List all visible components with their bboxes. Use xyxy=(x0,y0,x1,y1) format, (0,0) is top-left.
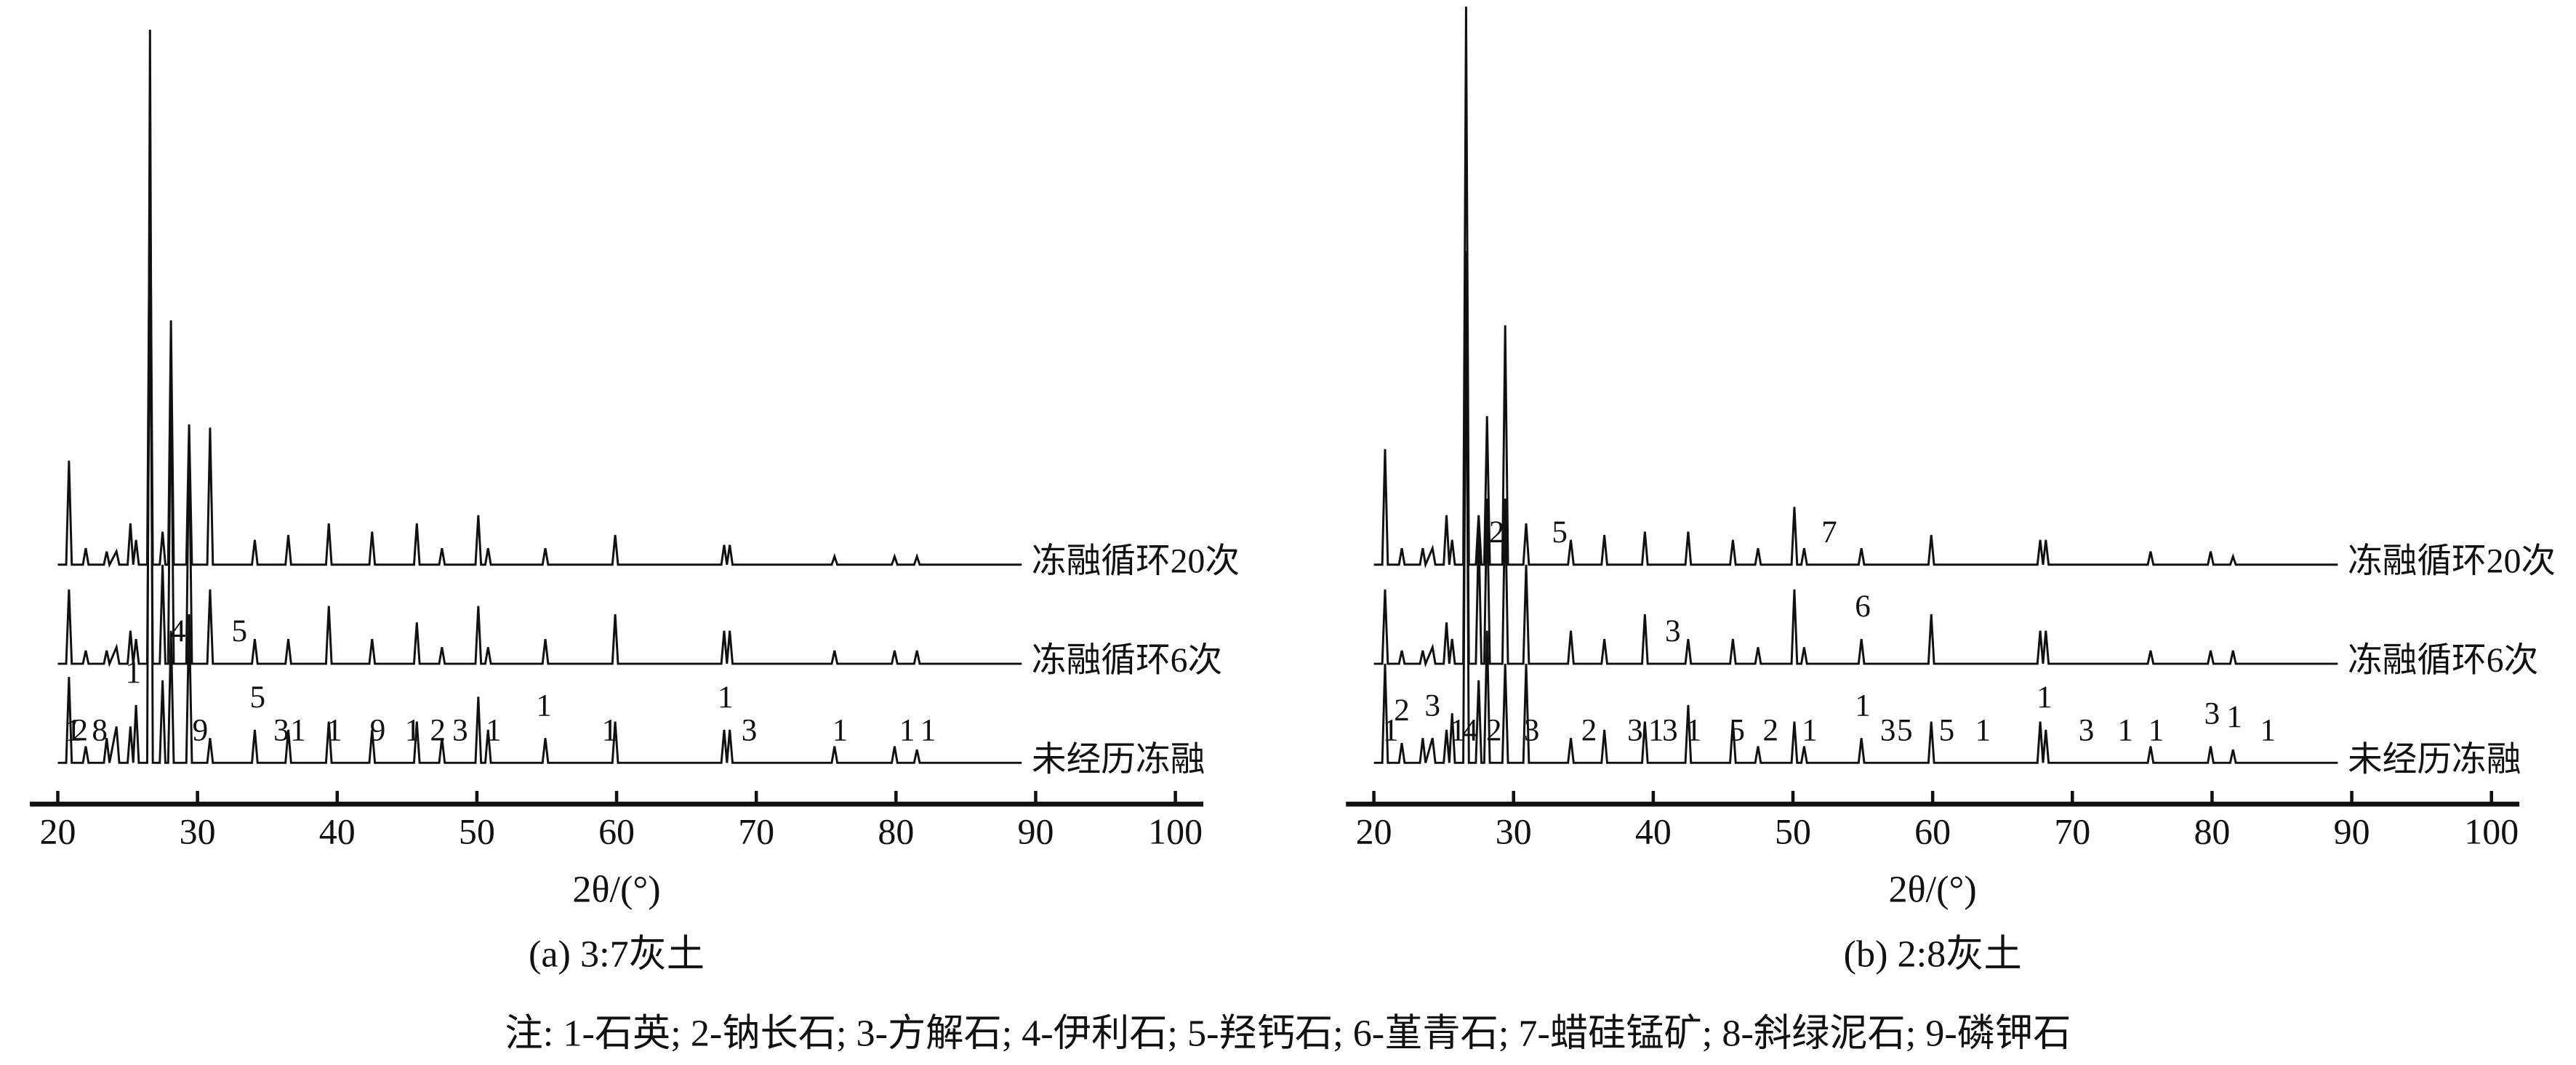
peak-label: 1 xyxy=(1855,688,1871,723)
peak-label: 9 xyxy=(370,713,386,747)
x-tick-label: 40 xyxy=(1635,811,1672,852)
x-tick-label: 60 xyxy=(1914,811,1951,852)
x-tick-label: 20 xyxy=(1356,811,1392,852)
peak-label: 1 xyxy=(1450,713,1466,747)
series-label: 冻融循环20次 xyxy=(1032,543,1240,581)
peak-label: 1 xyxy=(405,713,421,747)
xrd-trace xyxy=(1373,7,2338,569)
x-tick-label: 70 xyxy=(738,811,774,852)
peak-label: 2 xyxy=(1486,713,1502,747)
peak-label: 2 xyxy=(1489,515,1505,550)
peak-label: 2 xyxy=(72,713,88,747)
peak-label: 5 xyxy=(1939,713,1955,747)
caption: (b) 2:8灰土 xyxy=(1844,933,2022,975)
x-tick-label: 100 xyxy=(2464,811,2519,852)
x-tick-label: 60 xyxy=(598,811,635,852)
peak-label: 1 xyxy=(2118,713,2134,747)
x-tick-label: 50 xyxy=(459,811,495,852)
xrd-trace xyxy=(1373,251,2338,667)
peak-label: 1 xyxy=(486,713,502,747)
x-tick-label: 50 xyxy=(1775,811,1811,852)
peak-label: 1 xyxy=(1975,713,1991,747)
peak-label: 3 xyxy=(1880,713,1896,747)
x-tick-label: 90 xyxy=(2334,811,2370,852)
peak-label: 1 xyxy=(65,713,81,747)
peak-label: 3 xyxy=(452,713,468,747)
peak-label: 4 xyxy=(1462,713,1478,747)
xrd-trace xyxy=(57,29,1022,764)
peak-label: 3 xyxy=(742,713,758,747)
peak-label: 1 xyxy=(602,713,618,747)
x-axis-label: 2θ/(°) xyxy=(572,869,660,911)
peak-label: 5 xyxy=(249,680,265,715)
peak-label: 1 xyxy=(718,680,734,715)
xrd-trace xyxy=(57,251,1022,667)
peak-label: 2 xyxy=(1762,713,1778,747)
peak-label: 1 xyxy=(1802,713,1818,747)
series-label: 冻融循环6次 xyxy=(2348,642,2538,680)
series-label: 未经历冻融 xyxy=(2348,741,2521,779)
peak-label: 2 xyxy=(1581,713,1597,747)
x-tick-label: 70 xyxy=(2054,811,2090,852)
peak-label: 3 xyxy=(1425,688,1441,723)
peak-label: 3 xyxy=(2079,713,2095,747)
peak-label: 1 xyxy=(2148,713,2164,747)
x-axis-label: 2θ/(°) xyxy=(1889,869,1977,911)
peak-label: 5 xyxy=(1897,713,1913,747)
peak-label: 1 xyxy=(1383,713,1399,747)
peak-label: 1 xyxy=(125,656,141,690)
peak-label: 9 xyxy=(193,713,209,747)
peak-label: 1 xyxy=(2260,713,2276,747)
note: 注: 1-石英; 2-钠长石; 3-方解石; 4-伊利石; 5-羟钙石; 6-堇… xyxy=(505,1012,2071,1054)
series-label: 冻融循环6次 xyxy=(1032,642,1222,680)
series-label: 冻融循环20次 xyxy=(2348,543,2556,581)
x-tick-label: 40 xyxy=(319,811,356,852)
peak-label: 7 xyxy=(1821,515,1837,550)
peak-label: 3 xyxy=(273,713,289,747)
xrd-trace xyxy=(1373,267,2338,764)
peak-label: 5 xyxy=(231,614,247,648)
peak-label: 1 xyxy=(2226,700,2242,734)
x-tick-label: 80 xyxy=(2194,811,2230,852)
peak-label: 2 xyxy=(1394,694,1410,728)
peak-label: 2 xyxy=(430,713,446,747)
x-tick-label: 80 xyxy=(878,811,914,852)
peak-label: 1 xyxy=(2037,680,2053,715)
x-tick-label: 30 xyxy=(1496,811,1532,852)
peak-label: 3 xyxy=(1662,713,1678,747)
peak-label: 1 xyxy=(832,713,848,747)
peak-label: 1 xyxy=(1648,713,1664,747)
peak-label: 8 xyxy=(92,713,108,747)
x-tick-label: 100 xyxy=(1148,811,1203,852)
peak-label: 3 xyxy=(2204,697,2220,731)
peak-label: 3 xyxy=(1627,713,1643,747)
peak-label: 4 xyxy=(170,614,186,648)
peak-label: 5 xyxy=(1552,515,1568,550)
peak-label: 1 xyxy=(536,688,552,723)
peak-label: 1 xyxy=(290,713,306,747)
peak-label: 1 xyxy=(326,713,342,747)
x-tick-label: 90 xyxy=(1017,811,1054,852)
caption: (a) 3:7灰土 xyxy=(529,933,705,975)
peak-label: 6 xyxy=(1855,590,1871,624)
xrd-trace xyxy=(57,151,1022,568)
peak-label: 1 xyxy=(899,713,915,747)
x-tick-label: 30 xyxy=(180,811,216,852)
peak-label: 3 xyxy=(1524,713,1540,747)
peak-label: 1 xyxy=(920,713,936,747)
x-tick-label: 20 xyxy=(40,811,76,852)
peak-label: 3 xyxy=(1665,614,1681,648)
peak-label: 1 xyxy=(1686,713,1702,747)
series-label: 未经历冻融 xyxy=(1032,741,1205,779)
peak-label: 5 xyxy=(1729,713,1745,747)
